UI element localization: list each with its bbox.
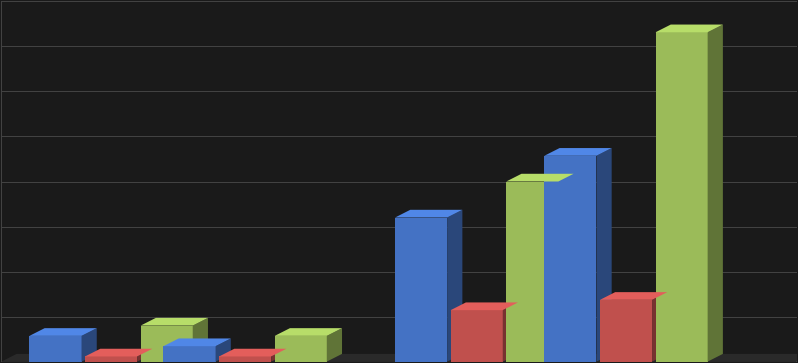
Polygon shape xyxy=(395,210,462,217)
Polygon shape xyxy=(85,349,152,356)
Polygon shape xyxy=(451,302,518,310)
Polygon shape xyxy=(193,318,208,362)
Polygon shape xyxy=(219,349,286,356)
Polygon shape xyxy=(395,217,447,362)
Polygon shape xyxy=(447,210,462,362)
Polygon shape xyxy=(655,32,708,362)
Polygon shape xyxy=(140,318,208,326)
Polygon shape xyxy=(596,148,612,362)
Polygon shape xyxy=(503,302,518,362)
Polygon shape xyxy=(140,326,193,362)
Polygon shape xyxy=(85,356,137,362)
Polygon shape xyxy=(271,349,286,362)
Polygon shape xyxy=(600,300,652,362)
Polygon shape xyxy=(708,25,723,362)
Polygon shape xyxy=(327,328,342,362)
Polygon shape xyxy=(137,349,152,362)
Polygon shape xyxy=(164,338,231,346)
Polygon shape xyxy=(275,336,327,362)
Polygon shape xyxy=(544,156,596,362)
Polygon shape xyxy=(451,310,503,362)
Polygon shape xyxy=(655,25,723,32)
Polygon shape xyxy=(81,328,97,362)
Polygon shape xyxy=(544,148,612,156)
Polygon shape xyxy=(652,292,667,362)
Polygon shape xyxy=(215,338,231,362)
Polygon shape xyxy=(275,328,342,336)
Polygon shape xyxy=(506,174,574,182)
Polygon shape xyxy=(164,346,215,362)
Polygon shape xyxy=(30,336,81,362)
Polygon shape xyxy=(559,174,574,362)
Polygon shape xyxy=(600,292,667,300)
Polygon shape xyxy=(506,182,559,362)
Polygon shape xyxy=(2,354,798,362)
Polygon shape xyxy=(219,356,271,362)
Polygon shape xyxy=(30,328,97,336)
